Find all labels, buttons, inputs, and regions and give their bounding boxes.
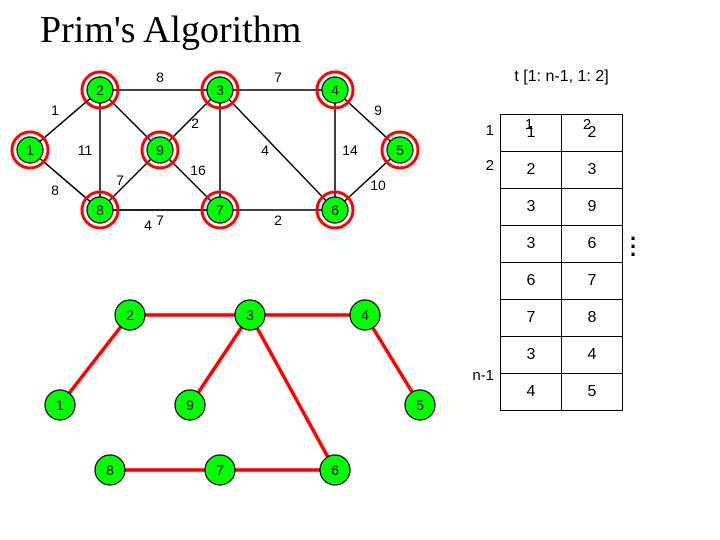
edge-weight: 4 — [261, 142, 269, 158]
graph-edge — [30, 150, 100, 210]
graph-node-label: 9 — [156, 142, 164, 158]
edge-weight: 10 — [370, 177, 386, 193]
mst-table: 1223393667783445 — [500, 114, 623, 411]
tree-edge — [365, 315, 420, 405]
table-row-label: 1 — [464, 122, 494, 139]
ellipsis-dots: ... — [630, 229, 636, 253]
table-cell: 3 — [562, 152, 623, 189]
diagram-canvas: 123456789 1879102781172164144 123456789 — [0, 0, 460, 540]
table-cell: 4 — [501, 374, 562, 411]
tree-node-label: 4 — [361, 307, 369, 323]
graph-node-label: 8 — [96, 202, 104, 218]
table-cell: 8 — [562, 300, 623, 337]
graph-node-label: 5 — [396, 142, 404, 158]
graph-edge — [30, 90, 100, 150]
edge-weight: 16 — [190, 162, 206, 178]
table-cell: 9 — [562, 189, 623, 226]
table-cell: 7 — [501, 300, 562, 337]
table-cell: 4 — [562, 337, 623, 374]
graph-node-label: 4 — [331, 82, 339, 98]
table-cell: 6 — [501, 263, 562, 300]
tree-node-label: 3 — [246, 307, 254, 323]
edge-weight: 14 — [342, 142, 358, 158]
table-cell: 5 — [562, 374, 623, 411]
edge-weight: 8 — [156, 69, 164, 85]
table-cell: 7 — [562, 263, 623, 300]
edge-weight: 4 — [144, 217, 152, 233]
edge-weight: 7 — [116, 172, 124, 188]
graph-node-label: 7 — [216, 202, 224, 218]
table-row-label: 2 — [464, 157, 494, 174]
tree-node-label: 8 — [106, 462, 114, 478]
graph-node-label: 1 — [26, 142, 34, 158]
tree-node-label: 2 — [126, 307, 134, 323]
table-caption: t [1: n-1, 1: 2] — [500, 68, 623, 86]
table-cell: 2 — [501, 152, 562, 189]
table-cell: 3 — [501, 337, 562, 374]
table-row: 39 — [501, 189, 623, 226]
tree-node-label: 6 — [331, 462, 339, 478]
edge-weight: 9 — [374, 102, 382, 118]
table-cell: 3 — [501, 226, 562, 263]
graph-edge — [220, 90, 335, 210]
tree-node-label: 1 — [56, 397, 64, 413]
table-cell: 6 — [562, 226, 623, 263]
tree-edge — [60, 315, 130, 405]
edge-weight: 11 — [78, 142, 93, 158]
edge-weight: 2 — [274, 212, 282, 228]
graph-node-label: 6 — [331, 202, 339, 218]
table-row: 45 — [501, 374, 623, 411]
tree-node-label: 9 — [186, 397, 194, 413]
tree-edge — [250, 315, 335, 470]
table-cell: 3 — [501, 189, 562, 226]
tree-node-label: 7 — [216, 462, 224, 478]
graph-node-label: 3 — [216, 82, 224, 98]
table-col-label: 1 — [500, 116, 558, 133]
table-col-label: 2 — [558, 116, 616, 133]
table-row: 36 — [501, 226, 623, 263]
graph-node-label: 2 — [96, 82, 104, 98]
edge-weight: 1 — [51, 102, 59, 118]
table-row: 67 — [501, 263, 623, 300]
edge-weight: 7 — [156, 212, 164, 228]
edge-weight: 2 — [191, 115, 199, 131]
edge-weight: 8 — [51, 182, 59, 198]
table-row: 34 — [501, 337, 623, 374]
table-row-label: n-1 — [464, 367, 494, 384]
table-row: 78 — [501, 300, 623, 337]
table-wrap: t [1: n-1, 1: 2] 12 1223393667783445 12n… — [500, 68, 623, 411]
tree-node-label: 5 — [416, 397, 424, 413]
table-row: 23 — [501, 152, 623, 189]
tree-edge — [190, 315, 250, 405]
edge-weight: 7 — [274, 69, 282, 85]
